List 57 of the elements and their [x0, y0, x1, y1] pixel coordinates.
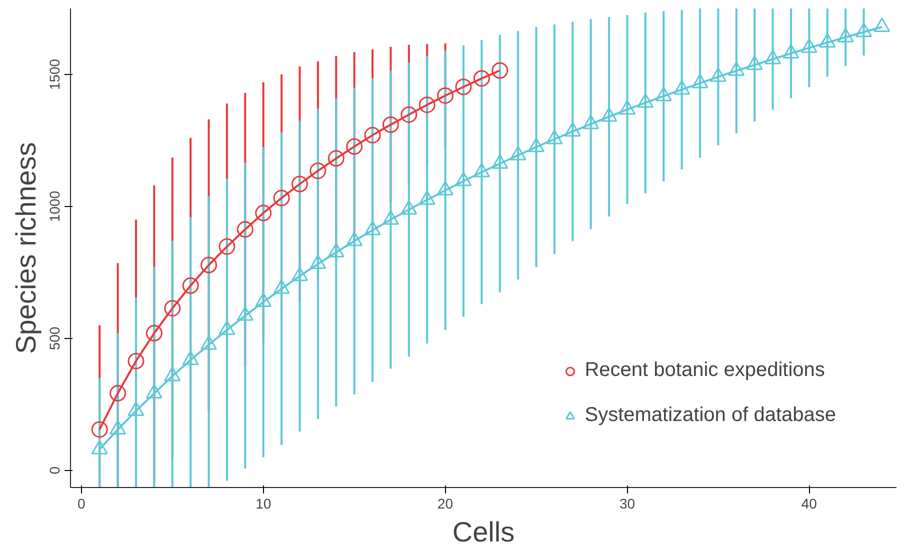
point — [728, 61, 745, 76]
point — [874, 18, 890, 32]
point — [110, 420, 126, 435]
legend-label: Recent botanic expeditions — [584, 359, 825, 382]
point — [510, 146, 526, 160]
point — [382, 210, 399, 225]
point — [837, 28, 854, 42]
point — [218, 320, 236, 336]
x-tick-label: 0 — [78, 496, 86, 512]
x-tick-label: 10 — [256, 496, 272, 512]
point — [819, 33, 836, 48]
point — [364, 220, 381, 236]
x-tick-label: 30 — [619, 496, 636, 512]
point — [236, 306, 254, 321]
point — [418, 190, 436, 205]
point — [674, 80, 690, 95]
point — [128, 402, 144, 416]
point — [528, 138, 545, 152]
point — [273, 279, 290, 294]
point — [492, 154, 508, 169]
point — [655, 86, 672, 102]
y-axis-title: Species richness — [10, 142, 42, 354]
point — [637, 93, 654, 108]
point — [746, 56, 763, 70]
y-tick-label: 500 — [46, 326, 62, 350]
point — [710, 67, 726, 82]
x-tick-label: 40 — [801, 496, 818, 512]
point — [546, 130, 563, 144]
point — [200, 335, 218, 350]
x-tick-label: 20 — [438, 496, 454, 512]
point — [455, 172, 472, 186]
point — [400, 200, 418, 215]
point — [437, 180, 454, 196]
y-tick-label: 1500 — [46, 58, 62, 90]
point — [291, 266, 308, 282]
point — [255, 292, 272, 308]
y-tick-label: 1000 — [46, 190, 62, 222]
point — [346, 232, 363, 246]
point — [800, 38, 818, 53]
point — [582, 114, 600, 130]
point — [182, 350, 199, 366]
point — [564, 122, 581, 137]
point — [692, 74, 708, 88]
point — [764, 50, 782, 64]
legend-label: Systematization of database — [584, 404, 836, 427]
point — [600, 107, 618, 122]
point — [856, 22, 872, 38]
point — [328, 242, 344, 258]
point — [146, 384, 162, 398]
point — [310, 254, 326, 270]
y-tick-label: 0 — [46, 466, 62, 474]
point — [164, 366, 181, 382]
point — [782, 44, 800, 58]
point — [473, 162, 490, 178]
point — [618, 100, 636, 115]
x-axis-title: Cells — [452, 516, 515, 548]
point — [91, 440, 108, 454]
